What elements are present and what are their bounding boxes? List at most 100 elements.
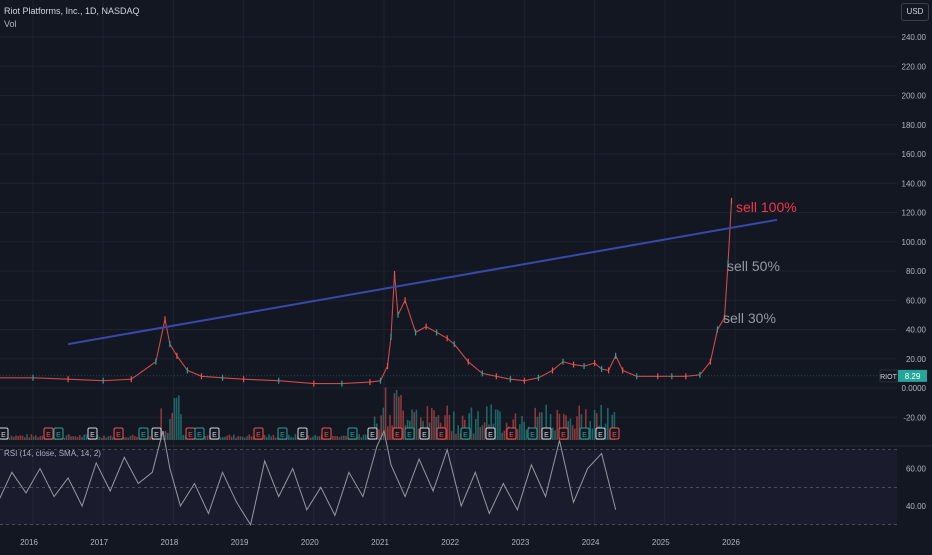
volume-bar [391, 425, 393, 440]
y-tick-label: 240.00 [902, 33, 927, 42]
volume-bar [263, 435, 266, 440]
volume-bar [541, 412, 543, 440]
x-tick-label: 2025 [652, 538, 670, 547]
volume-bar [175, 397, 178, 440]
earnings-marker[interactable] [367, 427, 378, 440]
volume-bar [435, 416, 437, 440]
earnings-marker-label: E [212, 432, 217, 439]
volume-bar [13, 436, 15, 440]
earnings-marker[interactable] [609, 427, 620, 440]
y-tick-label: 60.00 [906, 296, 927, 305]
earnings-marker-label: E [582, 432, 587, 439]
earnings-marker[interactable] [506, 427, 517, 440]
rsi-tick-label: 60.00 [906, 465, 927, 474]
earnings-marker[interactable] [53, 427, 64, 440]
earnings-marker[interactable] [277, 427, 288, 440]
price-badge-value: 8.29 [905, 372, 921, 381]
earnings-marker[interactable] [392, 427, 403, 440]
y-tick-label: 120.00 [902, 209, 927, 218]
earnings-marker-label: E [300, 432, 305, 439]
earnings-marker-label: E [530, 432, 535, 439]
volume-bar [483, 422, 486, 440]
earnings-marker[interactable] [194, 427, 205, 440]
earnings-marker[interactable] [527, 427, 538, 440]
volume-bar [19, 435, 22, 440]
volume-bar [21, 435, 24, 440]
volume-bar [206, 435, 209, 440]
volume-bar [402, 410, 404, 440]
volume-bar [204, 436, 206, 440]
volume-bar [571, 425, 574, 440]
earnings-marker[interactable] [321, 427, 332, 440]
earnings-marker[interactable] [558, 427, 569, 440]
volume-bar [611, 414, 613, 440]
volume-bar [398, 396, 400, 440]
volume-bar [413, 412, 415, 440]
volume-bar [574, 428, 576, 440]
y-tick-label: 160.00 [902, 150, 927, 159]
earnings-marker[interactable] [297, 427, 308, 440]
volume-bar [360, 437, 363, 440]
x-tick-label: 2017 [90, 538, 108, 547]
earnings-marker[interactable] [151, 427, 162, 440]
earnings-marker[interactable] [43, 427, 54, 440]
volume-bar [589, 421, 591, 440]
earnings-marker[interactable] [253, 427, 264, 440]
earnings-marker[interactable] [347, 427, 358, 440]
volume-bar [79, 435, 81, 440]
earnings-marker[interactable] [485, 427, 496, 440]
price-badge-box [898, 369, 927, 382]
earnings-marker[interactable] [113, 427, 124, 440]
volume-bar [107, 436, 110, 440]
earnings-marker-label: E [439, 432, 444, 439]
volume-bar [222, 437, 224, 440]
earnings-marker-label: E [188, 432, 193, 439]
volume-bar [63, 437, 66, 440]
volume-bar [74, 436, 77, 440]
x-tick-label: 2021 [371, 538, 389, 547]
earnings-marker[interactable] [404, 427, 415, 440]
volume-bar [171, 412, 173, 440]
volume-bar [521, 415, 523, 440]
volume-bar [292, 437, 294, 440]
trendline[interactable] [67, 218, 778, 346]
earnings-marker[interactable] [87, 427, 98, 440]
volume-bar [558, 413, 561, 440]
earnings-marker[interactable] [0, 427, 9, 440]
earnings-marker[interactable] [579, 427, 590, 440]
volume-bar [472, 433, 475, 440]
volume-bar [519, 424, 521, 440]
volume-bar [178, 395, 180, 440]
earnings-marker[interactable] [138, 427, 149, 440]
rsi-line [0, 429, 617, 527]
volume-bar [580, 414, 583, 440]
earnings-marker-label: E [612, 432, 617, 439]
volume-bar [613, 411, 616, 440]
earnings-marker[interactable] [541, 427, 552, 440]
earnings-marker[interactable] [595, 427, 606, 440]
earnings-marker[interactable] [436, 427, 447, 440]
volume-bar [576, 416, 578, 440]
currency-button[interactable]: USD [901, 3, 929, 21]
earnings-marker[interactable] [460, 427, 471, 440]
earnings-marker[interactable] [209, 427, 220, 440]
volume-bar [336, 436, 338, 440]
earnings-marker-label: E [197, 432, 202, 439]
earnings-marker-label: E [509, 432, 514, 439]
volume-bar [534, 407, 536, 440]
volume-bar [17, 436, 19, 440]
earnings-marker-label: E [422, 432, 427, 439]
y-tick-label: 200.00 [902, 92, 927, 101]
earnings-marker[interactable] [419, 427, 430, 440]
volume-bar [228, 434, 231, 440]
volume-bar [345, 436, 347, 440]
earnings-marker-label: E [463, 432, 468, 439]
volume-bar [384, 387, 387, 440]
volume-bar [32, 436, 35, 440]
y-tick-label: 220.00 [902, 62, 927, 71]
earnings-marker-label: E [280, 432, 285, 439]
x-tick-label: 2016 [20, 538, 38, 547]
volume-bar [459, 433, 462, 440]
